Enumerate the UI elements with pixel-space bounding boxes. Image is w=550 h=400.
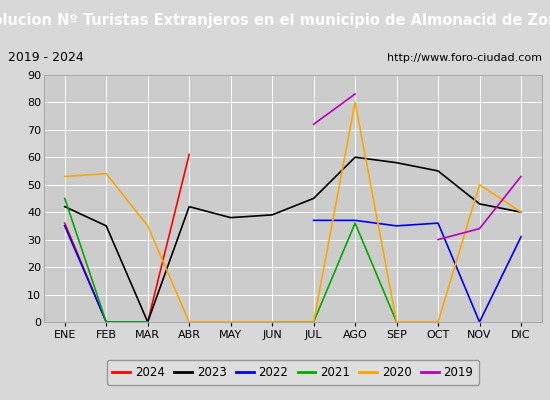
Legend: 2024, 2023, 2022, 2021, 2020, 2019: 2024, 2023, 2022, 2021, 2020, 2019 [107, 360, 479, 385]
Text: 2019 - 2024: 2019 - 2024 [8, 51, 84, 64]
Text: http://www.foro-ciudad.com: http://www.foro-ciudad.com [387, 53, 542, 63]
Text: Evolucion Nº Turistas Extranjeros en el municipio de Almonacid de Zorita: Evolucion Nº Turistas Extranjeros en el … [0, 14, 550, 28]
